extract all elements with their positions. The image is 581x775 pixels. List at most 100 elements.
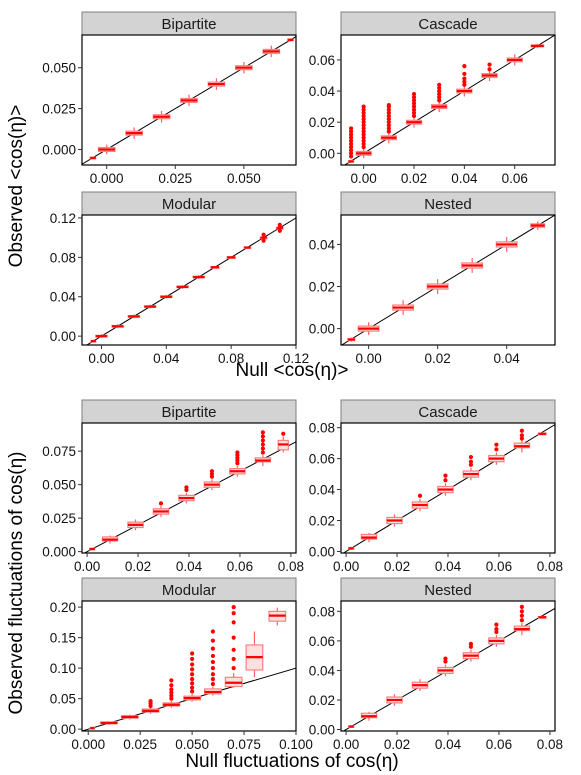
- chart1-modular-box-10: [243, 246, 252, 250]
- chart2-cascade-outlier-3-0: [417, 493, 423, 498]
- chart2-bipartite-panel: Bipartite 0.00 0.02 0.04 0.06 0.08 0.000 0.025 0…: [42, 399, 304, 574]
- chart1-nested-panel: Nested 0.00 0.02 0.04 0.00 0.02 0.04: [309, 191, 556, 366]
- chart2-modular-outlier-4-3: [169, 687, 174, 692]
- chart2-nested-box-0: [348, 725, 355, 729]
- chart2-nested-box-7: [513, 604, 531, 635]
- chart2-modular-y-tick-label-2: 0.10: [50, 661, 76, 676]
- chart1-nested-box-6: [530, 221, 546, 230]
- chart2-modular-x-tick-label-0: 0.000: [71, 737, 105, 752]
- chart2-nested-box-2: [386, 694, 403, 706]
- chart2-modular-outlier-6-1: [210, 677, 215, 682]
- chart2-nested-x-tick-label-1: 0.02: [384, 737, 410, 752]
- chart2-modular-outlier-3-2: [148, 698, 153, 704]
- chart1-modular-x-tick-label-0: 0.00: [88, 351, 114, 366]
- chart2-nested-x-tick-label-4: 0.08: [537, 737, 563, 752]
- chart1-y-axis-title: Observed <cos(η)>: [6, 105, 27, 268]
- chart1-bipartite-x-tick-label-0: 0.000: [90, 171, 124, 186]
- chart2-modular-outlier-4-0: [169, 696, 174, 701]
- chart1-bipartite-y-tick-label-1: 0.025: [42, 102, 76, 117]
- chart2-modular-box-6: [203, 629, 222, 696]
- chart1-cascade-outlier-0-9: [348, 126, 354, 131]
- chart1-modular-strip-label: Modular: [162, 196, 216, 213]
- chart1-bipartite-frame: [81, 34, 297, 166]
- chart1-cascade-box-7: [506, 54, 523, 66]
- chart2-nested-box-6: [488, 622, 505, 647]
- chart1-nested-x-tick-label-1: 0.02: [425, 351, 451, 366]
- chart2-modular-outlier-7-4: [231, 620, 236, 625]
- chart2-nested-outlier-7-2: [519, 609, 524, 614]
- chart2-nested-outlier-6-0: [494, 629, 499, 635]
- chart2-bipartite-x-tick-label-1: 0.02: [125, 559, 151, 574]
- chart2-bipartite-x-tick-label-4: 0.08: [278, 559, 304, 574]
- chart1-cascade-panel: Cascade 0.00 0.02 0.04 0.06 0.00 0.02 0.04 0.06: [309, 11, 556, 186]
- chart1-cascade-outlier-2-6: [386, 110, 391, 115]
- chart2-modular-outlier-4-5: [169, 678, 174, 683]
- chart2-nested-outlier-7-3: [519, 604, 524, 610]
- chart2-bipartite-outlier-7-5: [260, 430, 265, 435]
- chart1-cascade-outlier-3-3: [411, 104, 417, 109]
- chart2-modular-box-0: [89, 726, 96, 730]
- chart2-nested-plot-area: [342, 604, 555, 731]
- chart2-bipartite-identity-line: [83, 441, 296, 553]
- chart2-bipartite-box-5: [203, 469, 221, 491]
- chart2-nested-box-8: [537, 615, 547, 619]
- chart2-modular-box-2: [120, 714, 139, 720]
- chart2-nested-box-5: [462, 641, 480, 662]
- chart1-cascade-outlier-5-0: [462, 82, 467, 87]
- chart1-cascade-outlier-0-5: [348, 138, 354, 143]
- chart2-bipartite-frame: [81, 422, 297, 554]
- chart2-bipartite-outlier-8-0: [281, 431, 286, 436]
- chart1-modular-outlier-12-0: [277, 228, 282, 233]
- chart1-cascade-box-6: [481, 62, 498, 81]
- chart2-cascade-y-tick-label-0: 0.00: [309, 544, 335, 559]
- chart1-modular-y-tick-label-1: 0.04: [50, 290, 77, 305]
- chart1-nested-y-tick-label-0: 0.00: [309, 322, 335, 337]
- chart1-cascade-outlier-2-7: [386, 107, 391, 112]
- chart1-cascade-outlier-4-1: [437, 95, 442, 100]
- chart2-modular-outlier-5-0: [190, 689, 195, 694]
- chart2-modular-outlier-6-0: [210, 681, 215, 687]
- chart2-modular-y-tick-label-4: 0.20: [50, 600, 76, 615]
- chart2-nested-y-tick-label-0: 0.00: [309, 723, 335, 738]
- chart1-cascade-outlier-1-12: [361, 107, 366, 112]
- chart2-nested-outlier-5-0: [468, 644, 474, 649]
- chart2-modular-x-tick-label-3: 0.075: [227, 737, 261, 752]
- chart2-cascade-box-3: [411, 493, 429, 512]
- chart2-modular-outlier-6-5: [210, 653, 215, 659]
- chart2-bipartite-y-tick-label-0: 0.000: [42, 545, 76, 560]
- chart2-bipartite-box-6: [229, 450, 246, 477]
- chart1-cascade-outlier-1-4: [361, 132, 366, 137]
- chart2-modular-x-tick-label-2: 0.050: [175, 737, 209, 752]
- chart1-cascade-strip-label: Cascade: [418, 16, 477, 33]
- chart1-bipartite-box-2: [125, 127, 143, 139]
- chart2-bipartite-box-8: [277, 431, 289, 453]
- chart1-cascade-box-4: [431, 82, 448, 113]
- chart1-nested-x-tick-label-0: 0.00: [355, 351, 381, 366]
- chart1-cascade-x-tick-label-1: 0.02: [401, 171, 427, 186]
- chart1-cascade-outlier-5-2: [462, 76, 467, 81]
- chart1-modular-box-12: [275, 222, 284, 233]
- chart1-modular-box-2: [111, 324, 124, 329]
- chart2-cascade-x-tick-label-0: 0.00: [333, 559, 359, 574]
- chart2-modular-outlier-5-4: [190, 672, 195, 677]
- chart2-nested-panel: Nested 0.00 0.02 0.04 0.06 0.08 0.00 0.02 0.04 0.…: [309, 577, 563, 752]
- chart2-modular-box-9: [268, 607, 287, 626]
- chart1-modular-box-0: [90, 339, 97, 343]
- chart1-cascade-outlier-1-8: [361, 120, 366, 125]
- chart1-bipartite-y-tick-label-0: 0.000: [42, 142, 76, 157]
- chart2-bipartite-plot-area: [83, 430, 296, 553]
- chart1-cascade-box-8: [530, 43, 545, 49]
- chart2-modular-outlier-5-1: [190, 685, 195, 690]
- chart1-cascade-outlier-3-0: [411, 113, 417, 119]
- chart2-modular-outlier-7-1: [231, 656, 236, 662]
- chart2-x-axis-title: Null fluctuations of cos(η): [185, 751, 398, 772]
- chart1-modular-box-7: [192, 275, 206, 280]
- chart1-cascade-outlier-3-6: [411, 95, 417, 100]
- chart2-cascade-y-tick-label-2: 0.04: [309, 483, 336, 498]
- chart1-cascade-box-5: [456, 64, 473, 97]
- chart2-cascade-plot-area: [342, 423, 555, 553]
- chart1-cascade-box-0: [347, 126, 355, 163]
- chart1-cascade-outlier-0-1: [348, 151, 354, 156]
- chart2-bipartite-outlier-3-0: [158, 501, 164, 506]
- chart2-cascade-y-tick-label-1: 0.02: [309, 514, 335, 529]
